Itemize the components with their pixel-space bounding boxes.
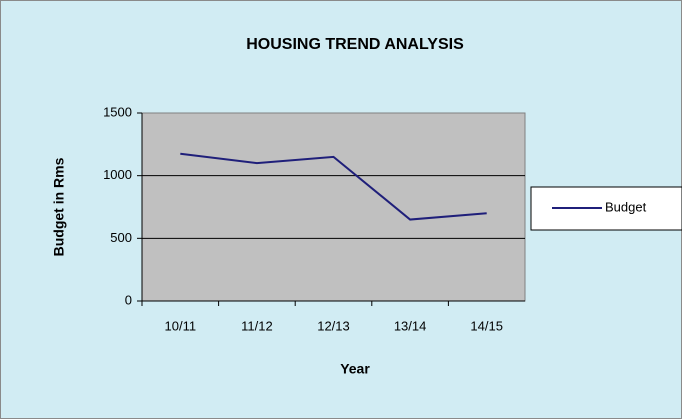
x-tick-label: 13/14	[394, 318, 427, 333]
data-line	[180, 152, 487, 221]
legend-label: Budget	[605, 199, 647, 214]
x-axis-title: Year	[340, 361, 370, 377]
chart-title: HOUSING TREND ANALYSIS	[246, 36, 464, 53]
x-tick-label: 10/11	[165, 318, 197, 333]
y-tick-label: 500	[110, 230, 132, 245]
y-tick-label: 1500	[103, 104, 132, 119]
y-axis-title: Budget in Rms	[51, 157, 67, 256]
x-tick-label: 14/15	[470, 318, 503, 333]
plot-area	[141, 112, 526, 302]
y-tick-label: 1000	[103, 167, 132, 182]
x-tick-label: 11/12	[241, 318, 273, 333]
x-tick-label: 12/13	[317, 318, 350, 333]
y-tick-label: 0	[125, 292, 132, 307]
